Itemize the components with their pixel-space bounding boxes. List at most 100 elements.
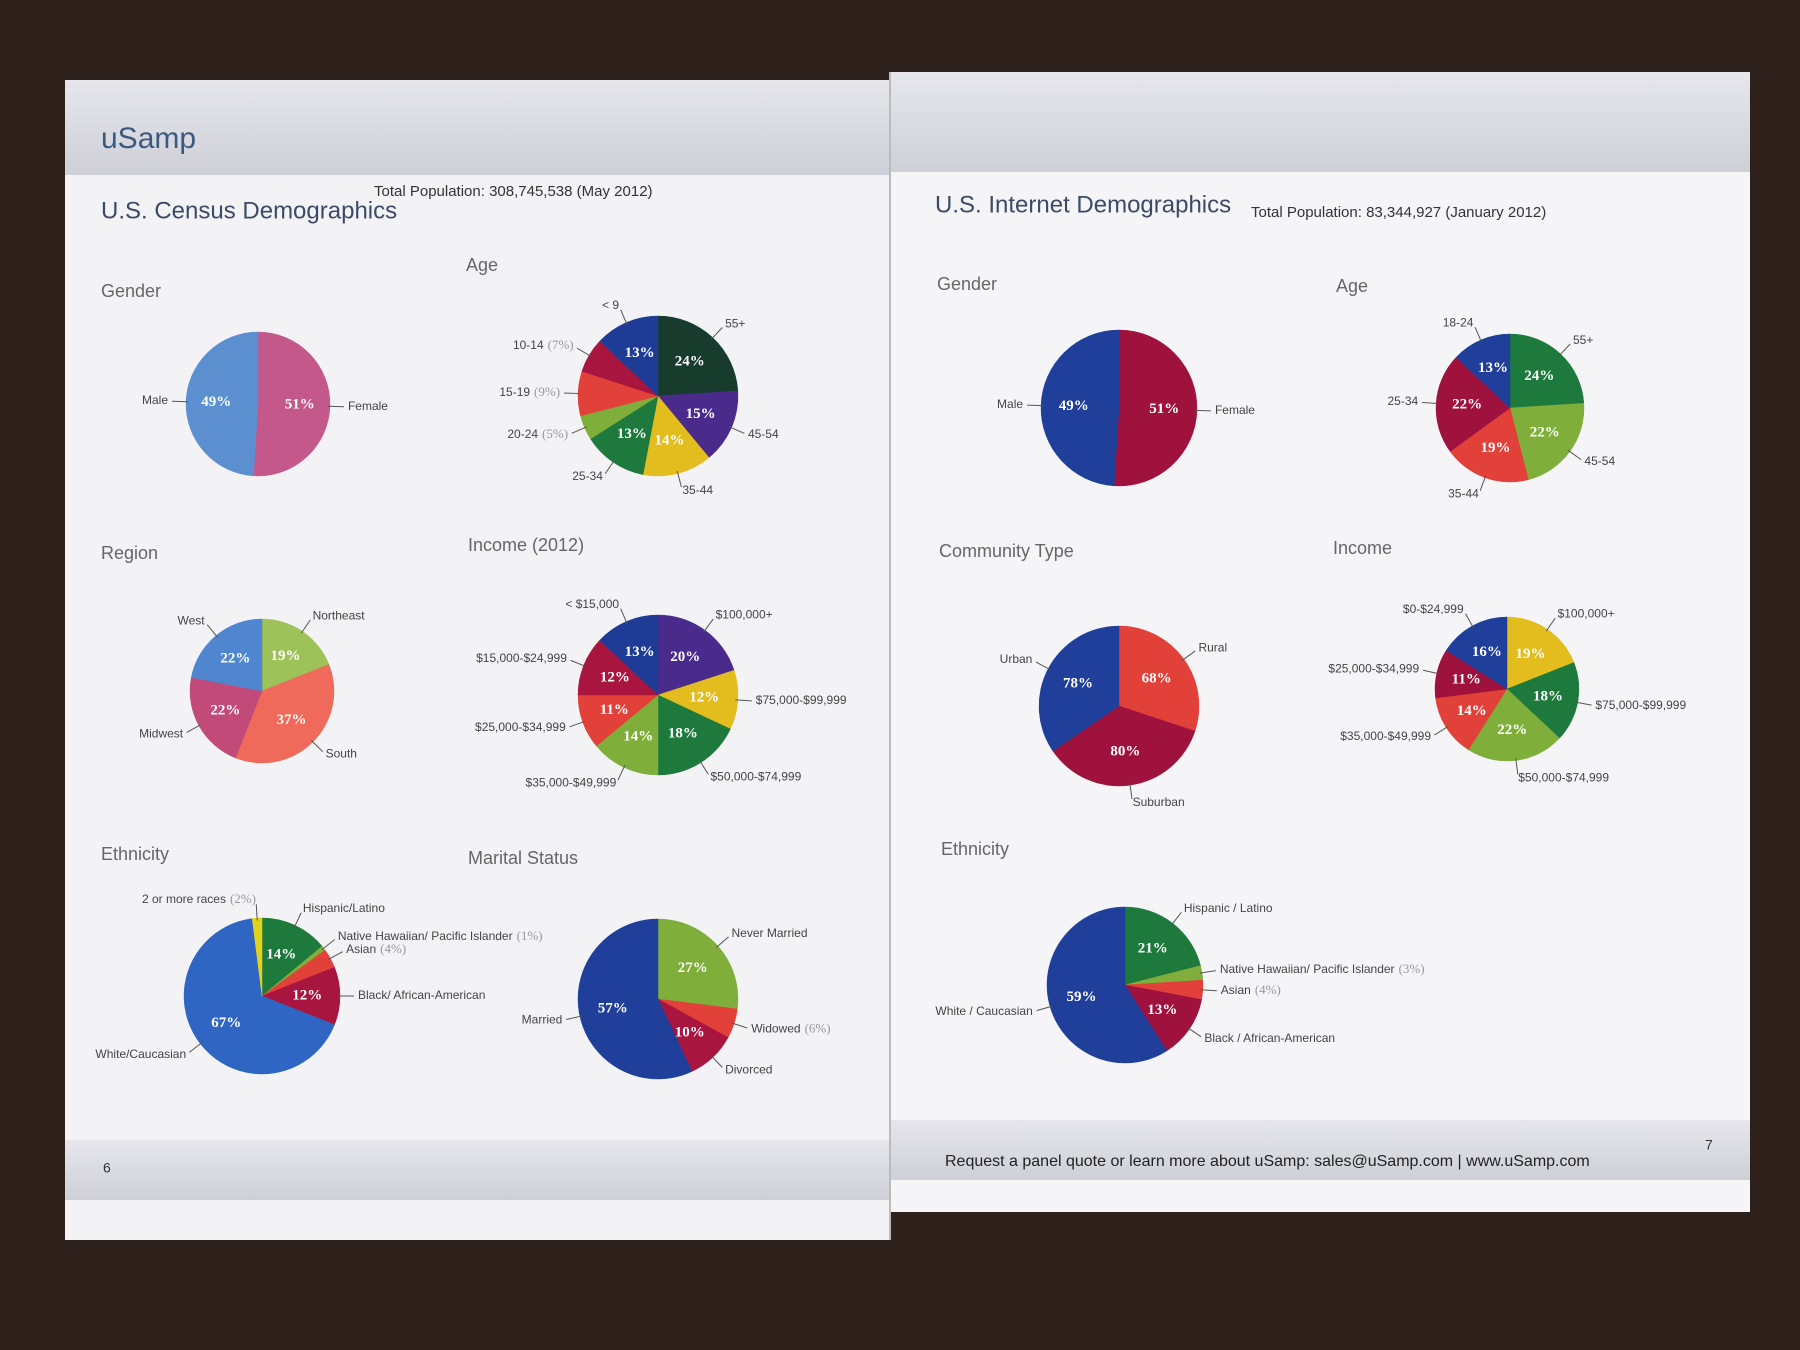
slice-label: 10-14 (7%) [513,337,574,352]
chart-title: Marital Status [468,848,578,868]
slice-label: 2 or more races (2%) [142,891,256,906]
value-label: 12% [600,669,630,685]
slice-label: Asian (4%) [346,941,406,956]
slice-label: 45-54 [1584,454,1615,468]
category-label: $0-$24,999 [1403,602,1464,616]
right-header-band [890,72,1750,172]
category-label: Married [522,1013,563,1027]
slice-label: 20-24 (5%) [507,426,568,441]
slice-label: 15-19 (9%) [499,384,560,399]
category-label: Male [142,393,168,407]
page-subtitle: Total Population: 308,745,538 (May 2012) [374,183,653,200]
leader-line [1474,327,1482,343]
leader-line [731,1022,748,1029]
leader-line [576,347,592,357]
value-label: 14% [655,432,685,448]
category-label: Native Hawaiian/ Pacific Islander [338,929,513,943]
category-label: Black/ African-American [358,988,485,1002]
category-label: 35-44 [1448,487,1479,501]
leader-line [1422,669,1439,675]
category-label: White / Caucasian [935,1004,1032,1018]
value-label: (9%) [534,384,560,399]
value-label: 15% [686,406,716,422]
value-label: 18% [1533,688,1563,704]
leader-line [321,939,336,951]
value-label: 18% [668,726,698,742]
left-header-band [65,80,890,175]
value-label: 21% [1138,941,1168,957]
value-label: (3%) [1399,961,1425,976]
leader-line [715,936,729,949]
value-label: 22% [1530,425,1560,441]
value-label: 19% [270,648,300,664]
slice-label: $25,000-$34,999 [475,720,566,734]
leader-line [1027,404,1044,407]
slice-label: $100,000+ [1558,607,1615,621]
category-label: $75,000-$99,999 [1595,698,1686,712]
category-label: Native Hawaiian/ Pacific Islander [1220,962,1395,976]
category-label: $50,000-$74,999 [1518,770,1609,784]
slice-label: $50,000-$74,999 [1518,770,1609,784]
value-label: (2%) [230,891,256,906]
leader-line [1567,449,1582,461]
leader-line [1036,1005,1053,1012]
value-label: 27% [678,960,708,976]
leader-line [1200,989,1217,992]
value-label: 13% [617,426,647,442]
category-label: 25-34 [1387,394,1418,408]
category-label: West [178,614,206,628]
slice-label: Native Hawaiian/ Pacific Islander (1%) [338,928,543,943]
value-label: (1%) [517,928,543,943]
value-label: 22% [1452,397,1482,413]
category-label: Midwest [139,727,184,741]
value-label: 68% [1142,670,1172,686]
value-label: 13% [625,345,655,361]
leader-line [1422,401,1439,404]
category-label: $75,000-$99,999 [756,693,847,707]
category-label: $100,000+ [1558,607,1615,621]
value-label: 80% [1110,743,1140,759]
value-label: 12% [689,689,719,705]
slice-label: $25,000-$34,999 [1328,662,1419,676]
slice-label: Male [997,397,1023,411]
slice-label: Never Married [732,926,808,940]
leader-line [327,405,344,408]
chart-title: Age [466,255,498,275]
leader-line [699,760,709,775]
value-label: 11% [600,702,629,718]
leader-line [710,1055,723,1068]
category-label: Widowed [751,1021,800,1035]
slice-label: $0-$24,999 [1403,602,1464,616]
value-label: 22% [210,703,240,719]
category-label: 55+ [725,317,745,331]
category-label: Asian [346,942,376,956]
slice-label: 45-54 [748,427,779,441]
leader-line [1479,475,1487,491]
leader-line [1558,343,1571,357]
slice-label: 25-34 [572,469,603,483]
slice-label: Widowed (6%) [751,1020,830,1035]
leader-line [620,608,628,624]
category-label: Female [1215,403,1255,417]
slice-label: $100,000+ [716,608,773,622]
chart-title: Community Type [939,541,1074,561]
chart-title: Region [101,543,158,563]
leader-line [328,951,343,960]
leader-line [604,459,615,475]
category-label: $100,000+ [716,608,773,622]
slice-label: Urban [1000,652,1033,666]
slice-label: White / Caucasian [935,1004,1032,1018]
leader-line [1575,701,1592,706]
leader-line [1545,617,1556,632]
leader-line [1465,613,1474,629]
leader-line [710,327,723,340]
leader-line [729,426,745,434]
slice-label: South [326,747,357,761]
category-label: 45-54 [1584,454,1615,468]
category-label: South [326,747,357,761]
page-number: 6 [103,1160,111,1176]
category-label: $35,000-$49,999 [526,776,617,790]
page-subtitle: Total Population: 83,344,927 (January 20… [1251,204,1546,221]
category-label: 45-54 [748,427,779,441]
